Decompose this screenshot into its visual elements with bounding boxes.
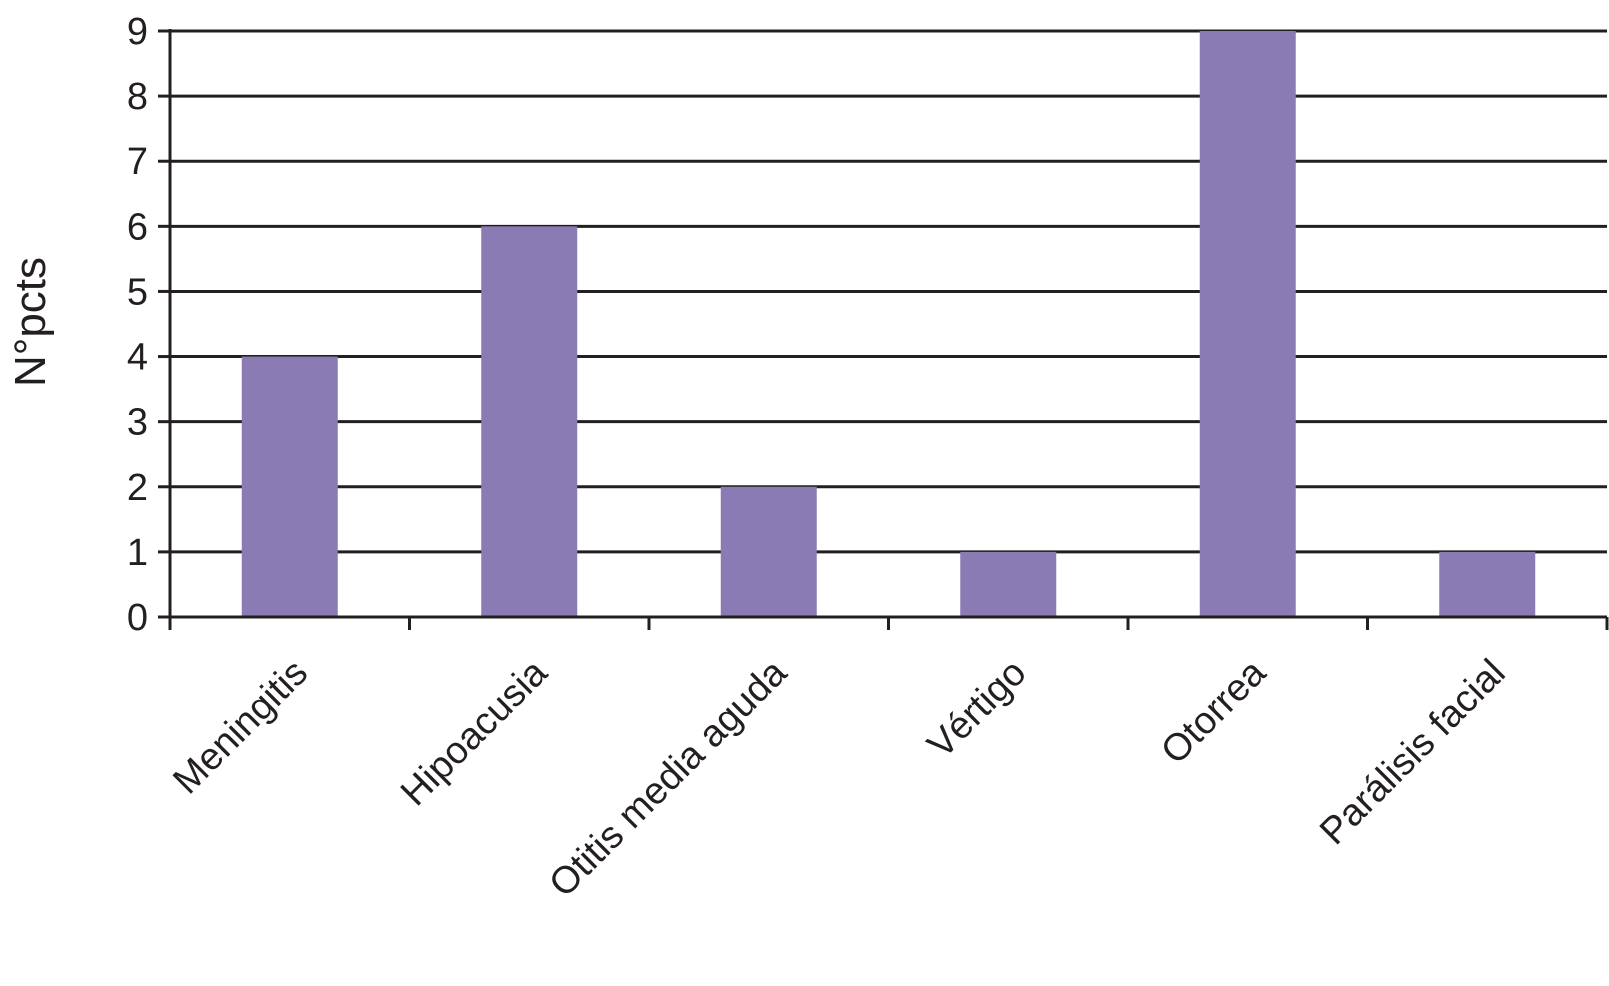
y-tick-label: 2	[127, 467, 148, 509]
gridlines	[170, 29, 1607, 554]
y-tick-label: 3	[127, 402, 148, 444]
bar	[720, 486, 817, 617]
x-tick-label: Hipoacusia	[393, 651, 556, 814]
y-tick-label: 7	[127, 141, 148, 183]
axes	[158, 29, 1609, 630]
bar	[1439, 551, 1536, 617]
x-tick-label: Vértigo	[920, 652, 1035, 767]
y-tick-label: 4	[127, 337, 148, 379]
y-tick-labels: 0 1 2 3 4 5 6 7 8 9	[127, 11, 148, 639]
y-tick-label: 0	[127, 597, 148, 639]
x-tick-label: Parálisis facial	[1312, 652, 1513, 853]
bar	[1199, 31, 1296, 617]
y-axis-title: N°pcts	[6, 257, 55, 387]
y-tick-label: 5	[127, 271, 148, 313]
y-tick-label: 6	[127, 206, 148, 248]
y-tick-label: 9	[127, 11, 148, 53]
bars	[241, 31, 1536, 618]
bar	[241, 356, 338, 617]
bar	[960, 551, 1057, 617]
x-tick-label: Otitis media aguda	[541, 651, 795, 905]
bar	[481, 226, 578, 618]
y-tick-label: 8	[127, 76, 148, 118]
y-tick-label: 1	[127, 532, 148, 574]
x-tick-label: Meningitis	[165, 652, 316, 803]
x-tick-label: Otorrea	[1153, 651, 1274, 772]
